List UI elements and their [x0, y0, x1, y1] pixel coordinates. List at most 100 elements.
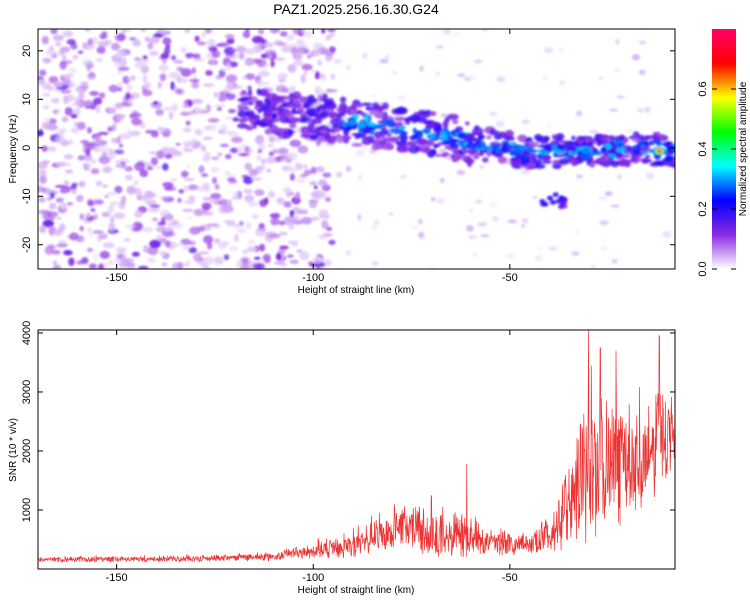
- heatmap-cell: [171, 219, 179, 226]
- heatmap-cell: [648, 135, 658, 140]
- heatmap-cell: [99, 92, 106, 99]
- heatmap-cell: [238, 92, 250, 97]
- heatmap-cell: [63, 154, 74, 160]
- heatmap-cell: [176, 242, 184, 247]
- heatmap-cell: [558, 204, 565, 210]
- heatmap-cell: [39, 69, 47, 77]
- heatmap-cell: [322, 76, 327, 81]
- heatmap-cell: [57, 216, 62, 220]
- heatmap-cell: [132, 39, 141, 47]
- heatmap-cell: [465, 225, 474, 232]
- heatmap-cell: [140, 29, 146, 32]
- heatmap-cell: [288, 222, 294, 230]
- heatmap-cell: [316, 105, 328, 110]
- heatmap-cell: [559, 79, 566, 86]
- heatmap-cell: [289, 122, 297, 129]
- heatmap-cell: [360, 102, 373, 107]
- heatmap-cell: [85, 212, 91, 218]
- colorbar-tick-label: 0.2: [697, 201, 709, 216]
- heatmap-cell: [262, 253, 271, 262]
- heatmap-cell: [324, 196, 332, 202]
- heatmap-cell: [161, 262, 168, 267]
- heatmap-cell: [203, 256, 215, 265]
- heatmap-cell: [114, 59, 124, 69]
- heatmap-cell: [63, 95, 69, 105]
- heatmap-cell: [295, 191, 301, 200]
- heatmap-cell: [428, 265, 434, 269]
- heatmap-cell: [308, 199, 319, 204]
- heatmap-cell: [46, 197, 52, 201]
- heatmap-cell: [319, 129, 328, 134]
- heatmap-cell: [283, 109, 292, 116]
- heatmap-cell: [382, 137, 394, 141]
- heatmap-cell: [419, 65, 424, 72]
- heatmap-cell: [611, 259, 618, 264]
- heatmap-cell: [600, 245, 607, 252]
- heatmap-cell: [90, 208, 96, 212]
- heatmap-cell: [202, 82, 215, 88]
- heatmap-cell: [108, 259, 114, 265]
- heatmap-cell: [365, 106, 371, 111]
- heatmap-cell: [146, 207, 158, 213]
- heatmap-cell: [586, 143, 593, 148]
- heatmap-cell: [41, 121, 53, 130]
- heatmap-cell: [41, 145, 48, 152]
- heatmap-cell: [268, 135, 276, 143]
- heatmap-cell: [97, 131, 109, 136]
- heatmap-cell: [141, 226, 154, 233]
- heatmap-cell: [450, 142, 460, 149]
- spectrogram-ytick-label: 0: [21, 145, 33, 151]
- heatmap-cell: [78, 180, 86, 188]
- heatmap-cell: [51, 97, 60, 104]
- heatmap-cell: [42, 104, 50, 110]
- heatmap-cell: [323, 100, 333, 107]
- heatmap-cell: [198, 165, 205, 174]
- heatmap-cell: [464, 158, 475, 165]
- heatmap-cell: [254, 188, 261, 197]
- heatmap-cell: [109, 201, 119, 206]
- heatmap-cell: [489, 129, 495, 134]
- heatmap-cell: [461, 149, 468, 154]
- heatmap-cell: [49, 202, 57, 210]
- heatmap-cell: [326, 52, 334, 57]
- heatmap-cell: [176, 66, 184, 72]
- heatmap-cell: [234, 233, 239, 243]
- heatmap-cell: [59, 204, 67, 210]
- heatmap-cell: [324, 133, 330, 140]
- heatmap-cell: [342, 121, 348, 128]
- heatmap-cell: [76, 121, 86, 131]
- heatmap-cell: [665, 148, 673, 153]
- heatmap-cell: [177, 197, 182, 203]
- heatmap-cell: [552, 192, 559, 198]
- heatmap-cell: [385, 54, 390, 60]
- heatmap-cell: [457, 73, 466, 77]
- heatmap-cell: [146, 166, 154, 171]
- heatmap-cell: [254, 135, 265, 145]
- heatmap-cell: [282, 130, 290, 139]
- heatmap-cell: [440, 113, 448, 118]
- heatmap-cell: [237, 98, 249, 102]
- heatmap-cell: [72, 54, 79, 60]
- heatmap-cell: [194, 35, 200, 42]
- heatmap-cell: [65, 162, 71, 167]
- heatmap-cell: [71, 182, 78, 187]
- heatmap-cell: [351, 124, 357, 130]
- heatmap-cell: [489, 111, 498, 117]
- heatmap-cell: [224, 170, 230, 176]
- heatmap-cell: [238, 52, 245, 60]
- heatmap-cell: [188, 240, 196, 246]
- heatmap-cell: [362, 52, 368, 59]
- heatmap-cell: [51, 229, 63, 236]
- heatmap-cell: [642, 158, 653, 163]
- heatmap-cell: [616, 95, 625, 100]
- heatmap-cell: [289, 259, 299, 264]
- heatmap-cell: [496, 76, 506, 83]
- heatmap-cell: [191, 98, 204, 104]
- heatmap-cell: [185, 120, 191, 126]
- heatmap-cell: [318, 135, 325, 142]
- heatmap-cell: [213, 91, 219, 98]
- heatmap-cell: [85, 147, 91, 157]
- heatmap-cell: [188, 247, 197, 254]
- heatmap-cell: [156, 234, 162, 241]
- heatmap-cell: [418, 138, 428, 146]
